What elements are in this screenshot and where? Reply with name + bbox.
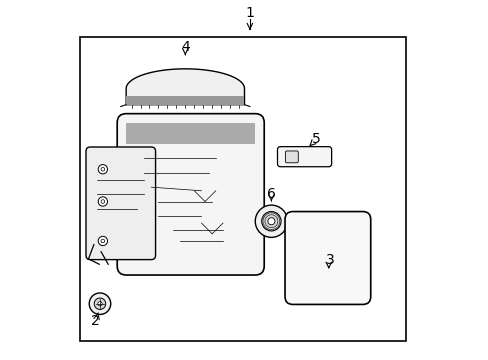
Text: 1: 1: [245, 6, 254, 20]
Circle shape: [101, 239, 104, 243]
Circle shape: [261, 212, 281, 231]
Circle shape: [98, 302, 102, 306]
Circle shape: [98, 236, 107, 246]
Circle shape: [98, 197, 107, 206]
Text: 5: 5: [311, 132, 320, 146]
FancyBboxPatch shape: [126, 123, 255, 144]
Text: 2: 2: [90, 314, 99, 328]
Circle shape: [98, 165, 107, 174]
FancyBboxPatch shape: [277, 147, 331, 167]
Circle shape: [89, 293, 110, 315]
Circle shape: [267, 218, 274, 225]
FancyBboxPatch shape: [285, 212, 370, 305]
Polygon shape: [126, 69, 244, 105]
Text: 3: 3: [325, 253, 334, 267]
FancyBboxPatch shape: [285, 151, 298, 163]
Polygon shape: [126, 96, 244, 105]
Text: 4: 4: [181, 40, 189, 54]
Text: 6: 6: [266, 186, 275, 201]
Circle shape: [101, 200, 104, 203]
Circle shape: [101, 167, 104, 171]
Circle shape: [255, 205, 287, 237]
Circle shape: [94, 298, 105, 310]
FancyBboxPatch shape: [117, 114, 264, 275]
FancyBboxPatch shape: [86, 147, 155, 260]
